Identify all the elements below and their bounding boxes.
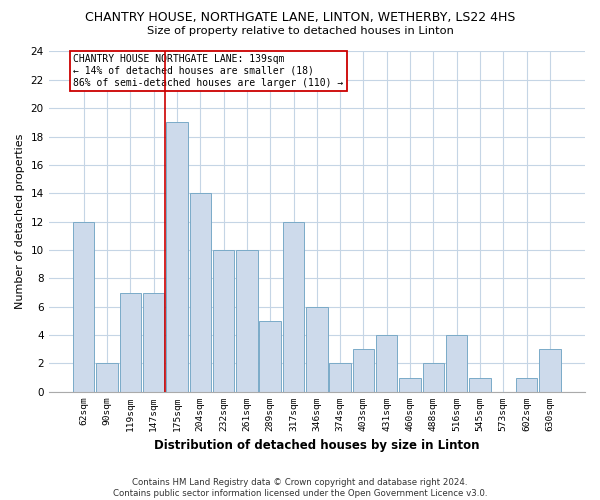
Bar [422,364,444,392]
Bar [469,378,491,392]
Bar [166,122,188,392]
Bar [190,194,211,392]
Bar [236,250,257,392]
Bar [143,292,164,392]
Bar [446,335,467,392]
Bar [329,364,351,392]
Bar [400,378,421,392]
Text: Size of property relative to detached houses in Linton: Size of property relative to detached ho… [146,26,454,36]
Bar [283,222,304,392]
Bar [306,306,328,392]
Bar [516,378,538,392]
Bar [213,250,235,392]
Text: CHANTRY HOUSE, NORTHGATE LANE, LINTON, WETHERBY, LS22 4HS: CHANTRY HOUSE, NORTHGATE LANE, LINTON, W… [85,11,515,24]
Text: CHANTRY HOUSE NORTHGATE LANE: 139sqm
← 14% of detached houses are smaller (18)
8: CHANTRY HOUSE NORTHGATE LANE: 139sqm ← 1… [73,54,344,88]
Bar [259,321,281,392]
X-axis label: Distribution of detached houses by size in Linton: Distribution of detached houses by size … [154,440,479,452]
Text: Contains HM Land Registry data © Crown copyright and database right 2024.
Contai: Contains HM Land Registry data © Crown c… [113,478,487,498]
Bar [73,222,94,392]
Bar [97,364,118,392]
Bar [353,350,374,392]
Bar [539,350,560,392]
Bar [119,292,141,392]
Y-axis label: Number of detached properties: Number of detached properties [15,134,25,310]
Bar [376,335,397,392]
